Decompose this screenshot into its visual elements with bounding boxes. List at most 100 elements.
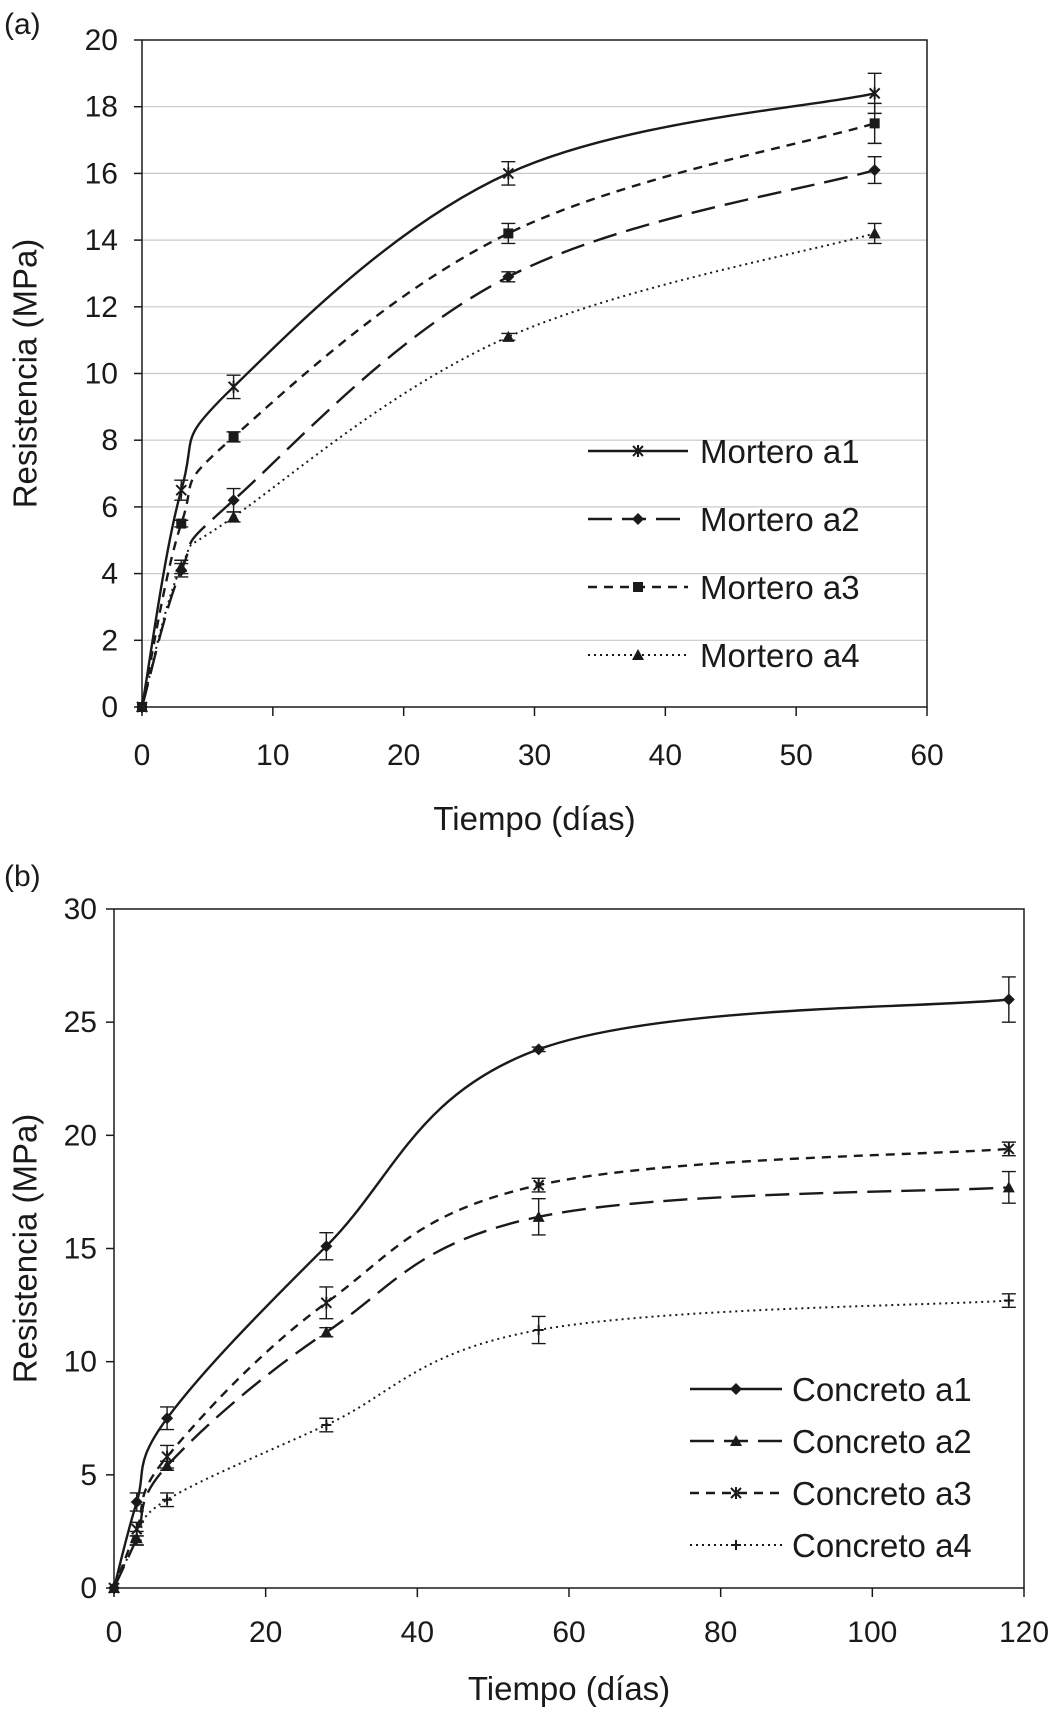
legend-marker <box>632 445 644 457</box>
data-point <box>532 1179 545 1192</box>
y-tick-label: 18 <box>85 91 118 124</box>
x-tick-label: 20 <box>249 1616 282 1649</box>
series-line <box>140 122 876 708</box>
y-tick-label: 6 <box>101 491 118 524</box>
y-axis-title: Resistencia (MPa) <box>7 239 44 509</box>
data-point <box>176 518 187 529</box>
data-point <box>320 1326 333 1338</box>
data-point <box>1003 1295 1014 1306</box>
data-point <box>502 270 515 283</box>
data-point <box>869 118 880 129</box>
y-tick-label: 12 <box>85 291 118 324</box>
data-point <box>532 1043 545 1056</box>
series-line <box>140 92 875 708</box>
legend-marker <box>632 513 644 525</box>
y-tick-label: 20 <box>64 1119 97 1152</box>
data-point <box>175 484 187 497</box>
data-point <box>503 228 514 239</box>
legend-label: Mortero a4 <box>700 637 860 674</box>
data-point <box>868 227 881 239</box>
series-3: Mortero a3 <box>137 102 882 712</box>
data-point <box>162 1494 173 1505</box>
series-4: Mortero a4 <box>136 222 882 712</box>
x-tick-label: 100 <box>847 1616 897 1649</box>
data-point <box>227 380 240 393</box>
data-point <box>532 1210 545 1222</box>
panel-label: (b) <box>4 860 41 893</box>
x-tick-label: 120 <box>999 1616 1049 1649</box>
y-tick-label: 16 <box>85 157 118 190</box>
x-tick-label: 50 <box>779 739 812 772</box>
x-tick-label: 0 <box>134 739 151 772</box>
y-tick-label: 2 <box>101 624 118 657</box>
x-tick-label: 80 <box>704 1616 737 1649</box>
y-tick-label: 20 <box>85 24 118 57</box>
y-tick-label: 0 <box>80 1572 97 1605</box>
legend-label: Concreto a3 <box>792 1475 972 1512</box>
chart-panel-b: 0 5 10 15 20 25 30 0 20 40 60 80 100 120 Tiempo (días)… <box>4 860 1049 1707</box>
y-tick-label: 14 <box>85 224 118 257</box>
data-point <box>227 510 240 522</box>
data-point <box>109 1583 119 1593</box>
legend-marker <box>730 1383 742 1395</box>
legend-label: Concreto a1 <box>792 1371 972 1408</box>
x-tick-label: 20 <box>387 739 420 772</box>
series-4: Concreto a4 <box>109 1293 1016 1593</box>
y-tick-label: 30 <box>64 893 97 926</box>
x-axis-title: Tiempo (días) <box>433 800 635 837</box>
y-tick-label: 4 <box>101 558 118 591</box>
data-point <box>868 87 881 100</box>
x-tick-label: 40 <box>401 1616 434 1649</box>
x-tick-label: 60 <box>552 1616 585 1649</box>
x-tick-label: 30 <box>518 739 551 772</box>
data-point <box>321 1420 332 1431</box>
series-line <box>112 1147 1009 1589</box>
y-tick-label: 15 <box>64 1233 97 1266</box>
x-tick-label: 0 <box>106 1616 123 1649</box>
y-axis-title: Resistencia (MPa) <box>7 1114 44 1384</box>
data-point <box>131 1535 142 1546</box>
legend-marker <box>633 582 643 592</box>
data-point <box>161 1412 174 1425</box>
x-tick-label: 10 <box>256 739 289 772</box>
legend-marker <box>632 649 644 660</box>
y-tick-label: 0 <box>101 691 118 724</box>
data-point <box>502 330 515 342</box>
series-line <box>113 1299 1009 1589</box>
series-line <box>141 232 875 708</box>
series-1: Mortero a1 <box>136 72 882 713</box>
y-tick-label: 25 <box>64 1006 97 1039</box>
chart-panel-a: 0 2 4 6 8 10 12 14 16 18 20 0 10 20 30 40 50 60 Tiempo (dí… <box>4 8 944 837</box>
legend-label: Mortero a2 <box>700 501 860 538</box>
data-point <box>320 1240 333 1253</box>
data-point <box>161 1450 173 1463</box>
x-axis-title: Tiempo (días) <box>468 1670 670 1707</box>
data-point <box>1002 993 1015 1006</box>
series-line <box>140 168 876 708</box>
legend-marker <box>730 1487 742 1499</box>
data-point <box>1003 1142 1015 1155</box>
data-point <box>1002 1181 1015 1193</box>
y-tick-label: 5 <box>80 1459 97 1492</box>
data-point <box>175 560 188 572</box>
data-point <box>320 1296 333 1309</box>
data-point <box>136 701 148 712</box>
legend-label: Concreto a2 <box>792 1423 972 1460</box>
y-tick-label: 10 <box>85 358 118 391</box>
legend-marker <box>730 1435 742 1446</box>
x-tick-label: 60 <box>910 739 943 772</box>
data-point <box>130 1495 143 1508</box>
data-point <box>868 164 881 177</box>
legend-marker <box>731 1540 741 1550</box>
panel-label: (a) <box>4 8 41 41</box>
data-point <box>502 167 515 180</box>
y-tick-label: 8 <box>101 424 118 457</box>
legend-label: Concreto a4 <box>792 1527 972 1564</box>
data-point <box>227 494 240 507</box>
data-point <box>228 431 239 442</box>
data-point <box>533 1324 544 1335</box>
x-tick-label: 40 <box>649 739 682 772</box>
y-tick-label: 10 <box>64 1346 97 1379</box>
legend-label: Mortero a3 <box>700 569 860 606</box>
